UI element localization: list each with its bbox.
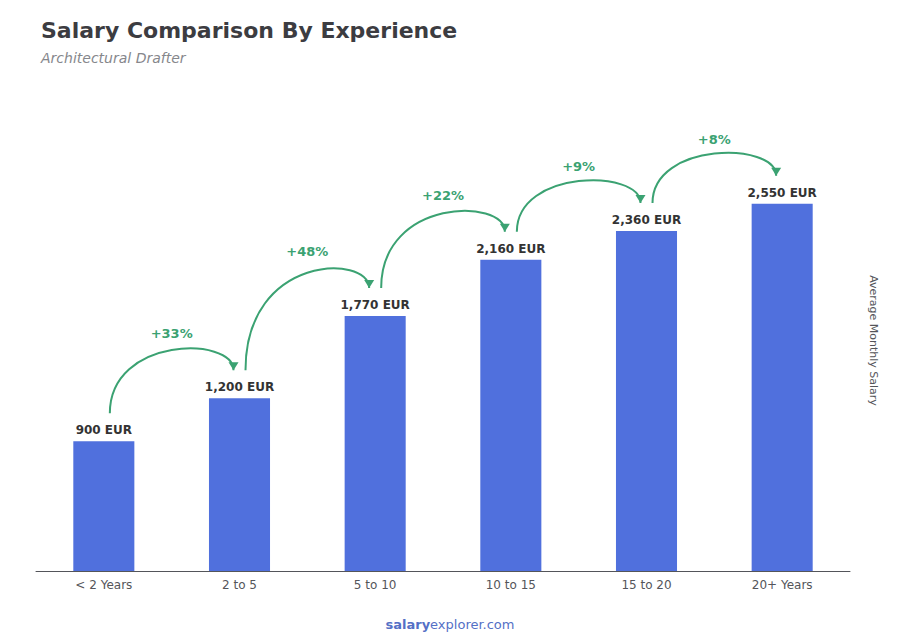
svg-text:2,360 EUR: 2,360 EUR bbox=[612, 213, 681, 227]
svg-text:+33%: +33% bbox=[151, 326, 193, 341]
svg-text:2,160 EUR: 2,160 EUR bbox=[476, 242, 545, 256]
svg-text:+8%: +8% bbox=[698, 132, 731, 147]
svg-text:5 to 10: 5 to 10 bbox=[354, 578, 397, 592]
svg-text:salary: salary bbox=[385, 617, 430, 632]
svg-text:1,200 EUR: 1,200 EUR bbox=[205, 380, 274, 394]
svg-text:< 2 Years: < 2 Years bbox=[75, 578, 132, 592]
svg-text:10 to 15: 10 to 15 bbox=[486, 578, 536, 592]
svg-text:15 to 20: 15 to 20 bbox=[621, 578, 671, 592]
svg-text:+9%: +9% bbox=[562, 159, 595, 174]
svg-text:900 EUR: 900 EUR bbox=[76, 423, 132, 437]
svg-text:+22%: +22% bbox=[422, 188, 464, 203]
svg-text:+48%: +48% bbox=[286, 244, 328, 259]
svg-text:1,770 EUR: 1,770 EUR bbox=[341, 298, 410, 312]
svg-text:2,550 EUR: 2,550 EUR bbox=[748, 186, 817, 200]
svg-text:explorer.com: explorer.com bbox=[430, 617, 514, 632]
svg-text:Average Monthly Salary: Average Monthly Salary bbox=[867, 275, 880, 406]
svg-text:Salary Comparison By Experienc: Salary Comparison By Experience bbox=[41, 18, 457, 43]
svg-text:20+ Years: 20+ Years bbox=[752, 578, 813, 592]
svg-text:Architectural Drafter: Architectural Drafter bbox=[40, 50, 187, 66]
svg-text:2 to 5: 2 to 5 bbox=[222, 578, 257, 592]
